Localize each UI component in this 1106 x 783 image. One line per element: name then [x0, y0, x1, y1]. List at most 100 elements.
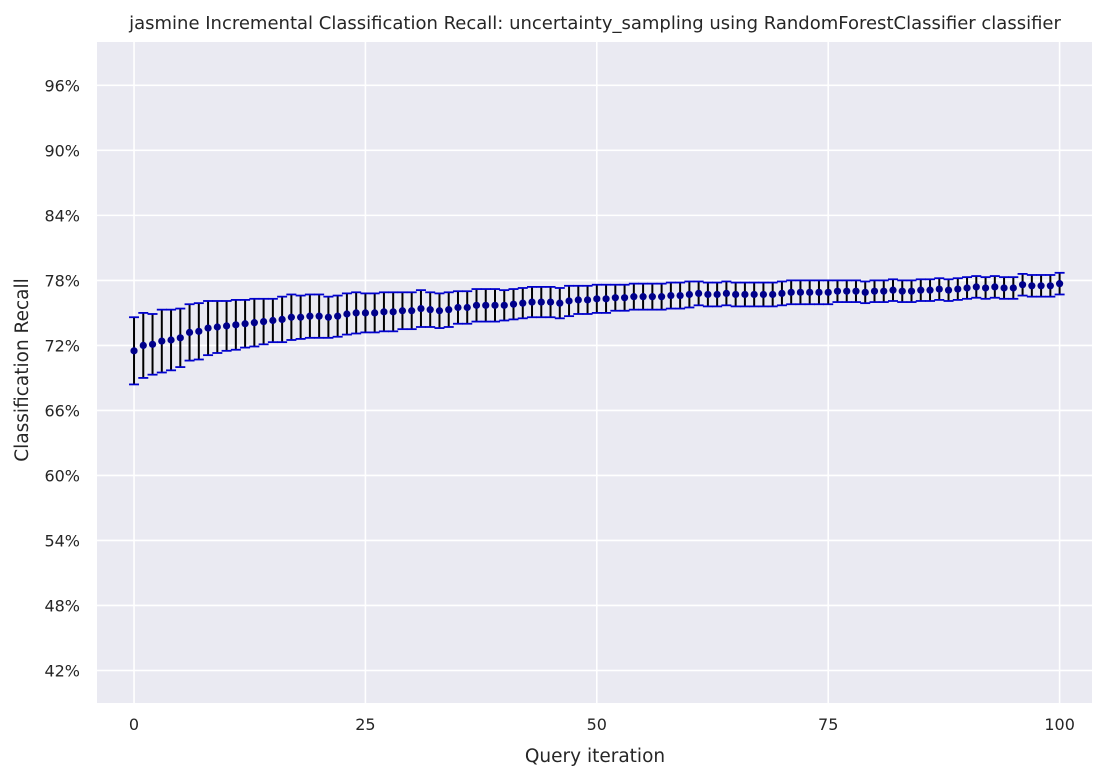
data-point [741, 290, 749, 299]
data-point [796, 288, 805, 296]
data-point [611, 294, 619, 302]
data-point [528, 298, 536, 306]
data-point [815, 288, 823, 296]
data-point [306, 312, 314, 320]
data-point [167, 336, 175, 344]
data-point [935, 285, 943, 293]
data-point [482, 301, 490, 309]
y-tick-label: 42% [44, 661, 80, 680]
data-point [343, 310, 351, 318]
data-point [454, 303, 462, 312]
data-point [260, 317, 268, 326]
data-point [870, 287, 879, 295]
data-point [722, 289, 730, 297]
data-point [806, 288, 814, 296]
data-point [352, 309, 360, 317]
data-point [546, 298, 555, 306]
data-point [158, 337, 166, 345]
y-tick-label: 66% [44, 401, 80, 420]
data-point [704, 290, 712, 299]
x-tick-label: 25 [355, 715, 375, 734]
data-point [500, 301, 508, 309]
data-point [491, 301, 499, 309]
y-tick-labels: 42% 48% 54% 60% 66% 72% 78% 84% 90% 96% [44, 76, 80, 680]
data-point [574, 296, 582, 304]
data-point [759, 290, 768, 299]
data-point [287, 313, 295, 321]
y-tick-label: 60% [44, 466, 80, 485]
data-point [250, 319, 258, 327]
data-point [658, 293, 666, 301]
data-point [1009, 284, 1017, 292]
x-tick-label: 100 [1044, 715, 1075, 734]
data-points [130, 280, 1064, 355]
data-point [195, 327, 203, 335]
data-point [778, 289, 786, 297]
data-point [833, 287, 842, 295]
data-point [417, 304, 425, 313]
data-point [889, 286, 897, 294]
x-axis-label: Query iteration [525, 746, 665, 767]
y-tick-label: 72% [44, 336, 80, 355]
data-point [297, 313, 305, 321]
x-tick-label: 0 [129, 715, 139, 734]
data-point [583, 296, 592, 304]
data-point [426, 306, 434, 314]
y-tick-label: 84% [44, 206, 80, 225]
y-tick-label: 96% [44, 76, 80, 95]
x-tick-labels: 0 25 50 75 100 [129, 715, 1075, 734]
data-point [408, 307, 416, 315]
data-point [926, 286, 934, 294]
data-point [1000, 284, 1008, 292]
y-tick-label: 90% [44, 141, 80, 160]
data-point [204, 324, 212, 332]
y-tick-label: 54% [44, 531, 80, 550]
data-point [769, 290, 777, 299]
data-point [685, 290, 693, 299]
data-point [371, 309, 379, 317]
data-point [139, 341, 147, 350]
data-point [593, 295, 601, 303]
data-point [1037, 282, 1045, 290]
data-point [907, 287, 916, 295]
data-point [991, 283, 999, 291]
data-point [435, 307, 444, 315]
chart-title: jasmine Incremental Classification Recal… [128, 13, 1061, 34]
data-point [130, 347, 138, 355]
data-point [1046, 282, 1054, 290]
data-point [176, 334, 184, 342]
data-point [148, 340, 157, 348]
y-tick-label: 78% [44, 271, 80, 290]
data-point [556, 299, 564, 307]
data-point [269, 316, 277, 325]
data-point [324, 313, 332, 321]
data-point [213, 323, 221, 331]
data-point [463, 303, 471, 312]
data-point [602, 295, 610, 303]
data-point [898, 287, 906, 295]
data-point [222, 322, 231, 330]
grid-lines [97, 42, 1092, 703]
data-point [389, 308, 397, 316]
data-point [361, 309, 370, 317]
data-point [648, 293, 656, 301]
data-point [334, 312, 342, 320]
data-point [445, 306, 453, 314]
data-point [713, 290, 721, 299]
data-point [972, 283, 980, 291]
data-point [695, 289, 703, 297]
data-point [278, 315, 286, 324]
data-point [639, 293, 647, 301]
data-point [315, 312, 323, 320]
data-point [944, 286, 953, 294]
x-tick-label: 50 [587, 715, 607, 734]
y-axis-label: Classification Recall [12, 278, 33, 461]
data-point [537, 298, 545, 306]
data-point [398, 307, 407, 315]
data-point [981, 284, 990, 292]
data-point [852, 287, 860, 295]
data-point [241, 320, 249, 328]
plot-background [97, 42, 1092, 703]
error-bar-caps [129, 271, 1065, 386]
